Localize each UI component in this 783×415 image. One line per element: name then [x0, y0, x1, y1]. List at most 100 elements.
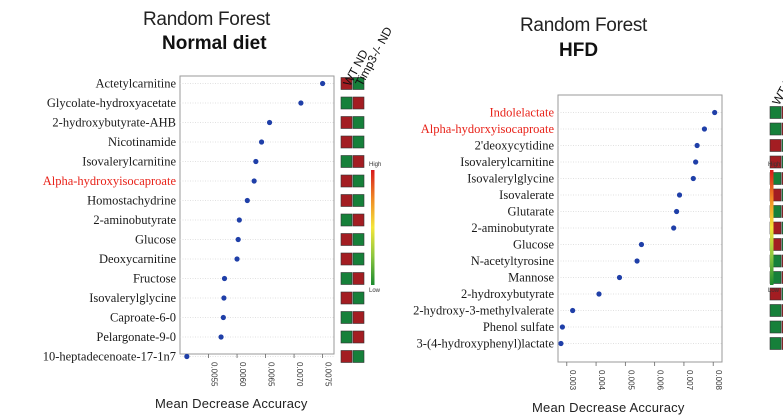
data-point [234, 256, 240, 262]
category-label: Glycolate-hydroxyacetate [47, 96, 177, 110]
data-point [701, 126, 708, 132]
category-label: Mannose [508, 271, 554, 285]
category-label: Isovalerylcarnitine [460, 155, 554, 169]
data-point [298, 100, 304, 106]
data-point [558, 340, 564, 347]
category-label: Isovalerylglycine [89, 291, 176, 305]
legend-high-label: High [369, 162, 381, 168]
heatmap-cell [340, 330, 353, 344]
heatmap-cell [352, 272, 365, 285]
legend-low-label: Low [369, 288, 381, 294]
heatmap-cell [769, 155, 782, 169]
x-tick-label: 0.0060 [238, 362, 247, 387]
chart-subtitle: HFD [559, 40, 599, 61]
heatmap-cell [340, 155, 353, 168]
data-point [559, 324, 565, 330]
heatmap-cell [340, 213, 353, 227]
category-label: Glutarate [507, 205, 554, 219]
heatmap-cell [352, 291, 365, 305]
data-point [634, 258, 640, 264]
data-point [693, 159, 699, 165]
x-tick-label: 0.0075 [324, 362, 333, 387]
category-label: Alpha-hydroxyisocaproate [43, 174, 177, 188]
chart-panel-hfd: Random Forest HFD Indolelactate Alpha-hyd… [385, 0, 783, 415]
data-point [221, 275, 228, 282]
data-point [266, 119, 273, 126]
category-label: Nicotinamide [108, 135, 176, 149]
plot-area [179, 75, 335, 355]
legend-high-label: High [768, 162, 780, 168]
heatmap-cell [769, 106, 782, 119]
heatmap-cell [769, 320, 782, 334]
chart-subtitle: Normal diet [162, 33, 267, 54]
category-label: Caproate-6-0 [110, 311, 176, 325]
heatmap-cell [352, 77, 365, 90]
heatmap-cell [340, 174, 353, 188]
data-point [671, 225, 677, 231]
category-label: Pelargonate-9-0 [96, 330, 176, 344]
heatmap-cell [340, 96, 353, 110]
heatmap-cell [352, 135, 365, 149]
chart-title: Random Forest [520, 15, 648, 36]
heatmap-cell [352, 252, 365, 266]
heatmap-cell [352, 96, 365, 110]
category-label: N-acetyltyrosine [471, 254, 555, 268]
heatmap-cell [340, 272, 353, 285]
data-point [253, 158, 259, 165]
chart-panel-normal-diet: Random Forest Normal diet Actetylcarniti… [43, 9, 396, 411]
heatmap-cell [769, 337, 782, 350]
category-label: 3-(4-hydroxyphenyl)lactate [417, 337, 555, 351]
heatmap-cell [769, 304, 782, 317]
category-label: Indolelactate [489, 106, 554, 120]
x-tick-label: 0.005 [626, 370, 635, 391]
data-point [244, 197, 250, 204]
data-point [235, 236, 241, 243]
color-scale-bar [770, 170, 774, 285]
data-point [616, 274, 623, 281]
category-label: Alpha-hydorxyisocaproate [421, 122, 555, 136]
chart-title: Random Forest [143, 9, 271, 30]
heatmap-cell [769, 287, 782, 301]
data-point [638, 241, 645, 248]
chart-svg-hfd: Indolelactate Alpha-hydorxyisocaproate 2'd… [413, 37, 783, 391]
heatmap-cell [340, 252, 353, 266]
heatmap-cell [340, 194, 353, 207]
heatmap-cell [352, 116, 365, 129]
category-label: 2'deoxycytidine [475, 139, 555, 153]
data-point [596, 291, 602, 297]
data-point [236, 217, 242, 223]
data-point [251, 178, 257, 184]
data-point [221, 295, 227, 301]
data-point [319, 80, 326, 87]
data-point [690, 175, 696, 182]
data-point [676, 192, 683, 198]
x-tick-label: 0.007 [685, 370, 694, 391]
x-tick-label: 0.0055 [210, 362, 219, 387]
data-point [570, 307, 576, 314]
heatmap-cell [352, 233, 365, 246]
data-point [712, 109, 718, 116]
heatmap-cell [352, 330, 365, 344]
x-tick-label: 0.004 [597, 370, 606, 391]
x-tick-label: 0.0070 [295, 362, 304, 387]
color-scale-bar [371, 170, 375, 285]
data-point [674, 208, 680, 215]
x-tick-label: 0.006 [656, 370, 665, 391]
category-label: 2-aminobutyrate [471, 221, 554, 235]
category-label: Actetylcarnitine [95, 77, 176, 91]
data-point [694, 142, 700, 149]
plot-area [557, 94, 723, 363]
legend-low-label: Low [768, 288, 780, 294]
category-label: 2-hydroxybutyrate [461, 287, 554, 301]
x-tick-label: 0.0065 [267, 362, 276, 387]
category-label: 10-heptadecenoate-17-1n7 [43, 350, 176, 364]
category-label: Glucose [135, 233, 176, 247]
heatmap-cell [352, 174, 365, 188]
heatmap-cell [352, 350, 365, 363]
category-label: 2-aminobutyrate [93, 213, 176, 227]
x-axis-label: Mean Decrease Accuracy [532, 400, 685, 415]
x-axis-label: Mean Decrease Accuracy [155, 396, 308, 411]
heatmap-cell [352, 155, 365, 168]
data-point [258, 139, 265, 145]
heatmap-cell [340, 311, 353, 324]
